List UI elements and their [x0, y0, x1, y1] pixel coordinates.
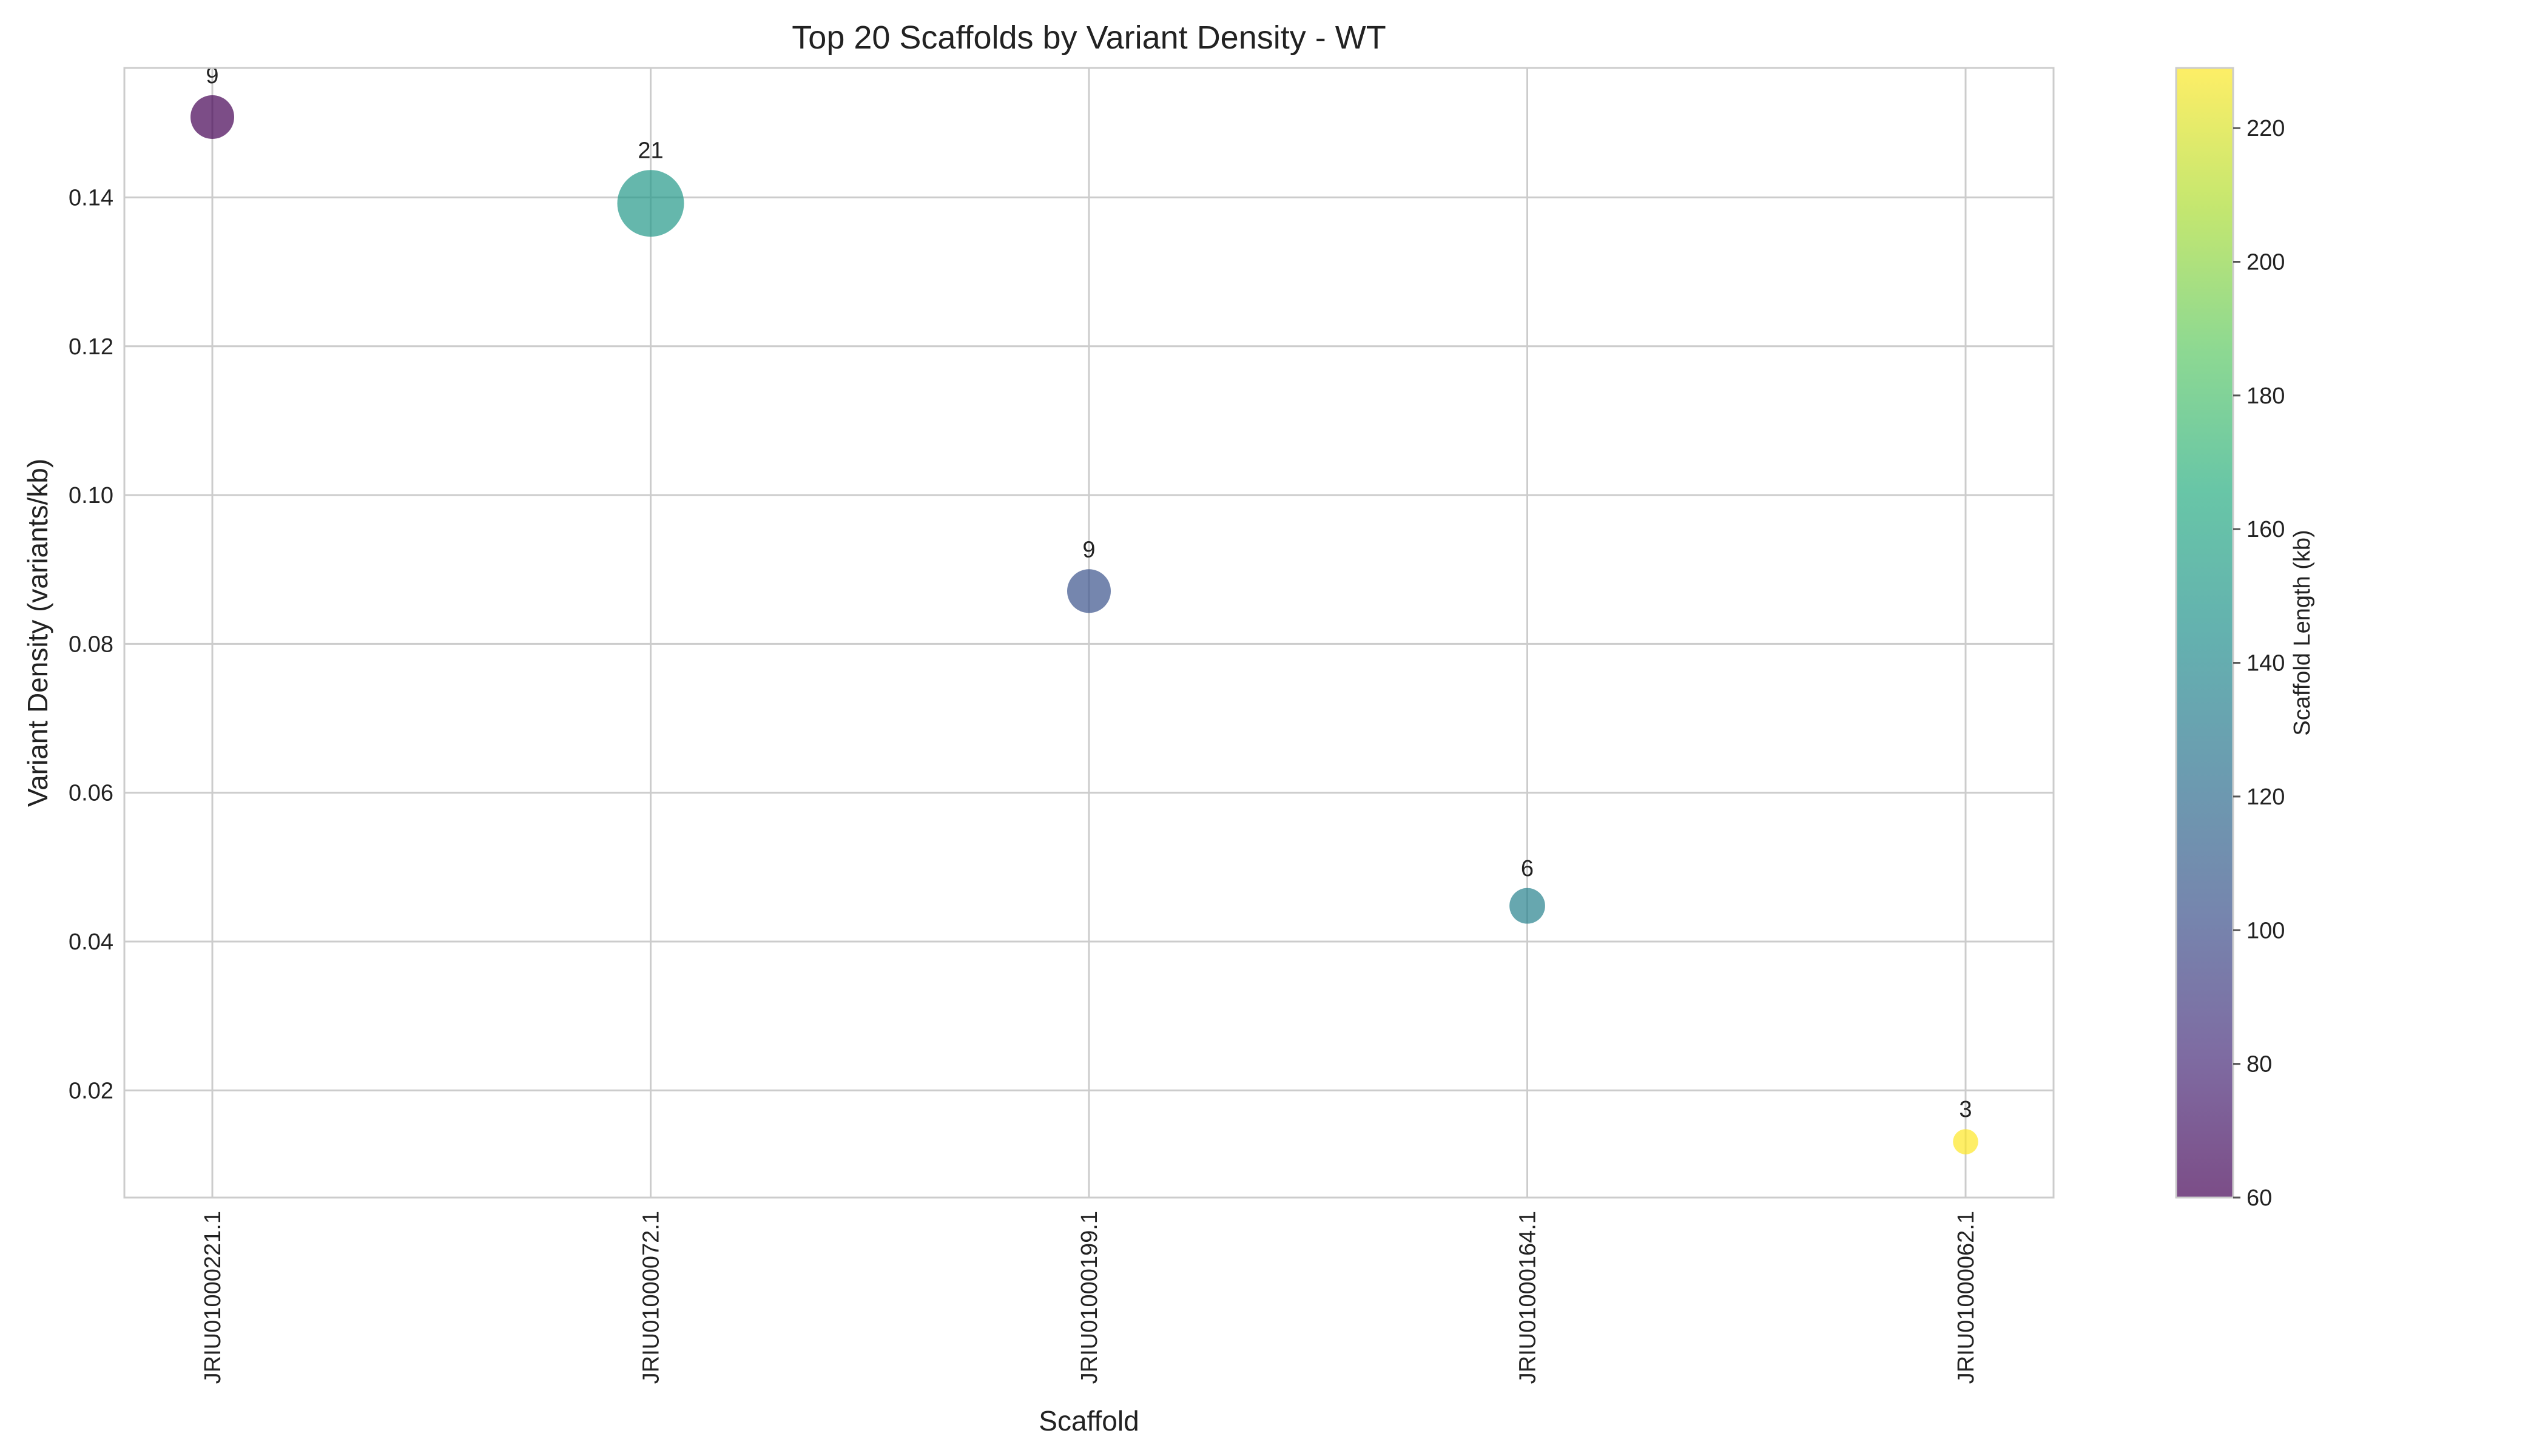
y-ticks: 0.02 0.04 0.06 0.08 0.10 0.12 0.14	[69, 185, 113, 1104]
x-tick-label: JRIU01000062.1	[1953, 1211, 1979, 1384]
colorbar-gradient	[2176, 68, 2233, 1198]
y-tick-label: 0.02	[69, 1078, 113, 1104]
colorbar-tick-label: 60	[2246, 1185, 2272, 1211]
y-tick-label: 0.14	[69, 185, 113, 211]
data-points	[190, 95, 1978, 1154]
colorbar-ticks: 60 80 100 120 140 160 180 200 220	[2233, 116, 2285, 1211]
scatter-point	[190, 95, 234, 139]
chart-title: Top 20 Scaffolds by Variant Density - WT	[792, 19, 1386, 56]
grid	[124, 68, 2054, 1198]
x-tick-label: JRIU01000072.1	[639, 1211, 664, 1384]
scatter-point	[1067, 569, 1111, 613]
y-tick-label: 0.10	[69, 483, 113, 508]
colorbar-tick-label: 80	[2246, 1052, 2272, 1077]
colorbar-tick-label: 160	[2246, 517, 2285, 542]
point-count-label: 3	[1959, 1097, 1972, 1122]
colorbar-tick-label: 220	[2246, 116, 2285, 141]
y-tick-label: 0.06	[69, 781, 113, 806]
x-tick-label: JRIU01000199.1	[1077, 1211, 1102, 1384]
scatter-point	[1953, 1129, 1978, 1154]
y-tick-label: 0.04	[69, 929, 113, 955]
point-count-label: 9	[206, 63, 218, 89]
colorbar-tick-label: 180	[2246, 383, 2285, 409]
plot-frame	[123, 67, 2055, 1199]
colorbar-tick-label: 140	[2246, 651, 2285, 676]
point-count-label: 6	[1521, 856, 1534, 881]
y-axis-label: Variant Density (variants/kb)	[22, 459, 53, 807]
point-labels: 9 21 9 6 3	[206, 63, 1972, 1122]
y-tick-label: 0.12	[69, 334, 113, 360]
x-tick-label: JRIU01000164.1	[1515, 1211, 1541, 1384]
colorbar-tick-label: 120	[2246, 784, 2285, 810]
scatter-point	[1509, 888, 1545, 924]
colorbar: 60 80 100 120 140 160 180 200 220 Scaffold Lengt…	[2175, 67, 2315, 1211]
colorbar-tick-label: 200	[2246, 250, 2285, 275]
x-tick-label: JRIU01000221.1	[200, 1211, 226, 1384]
x-axis-label: Scaffold	[1039, 1405, 1139, 1437]
point-count-label: 21	[638, 138, 663, 163]
point-count-label: 9	[1082, 537, 1095, 562]
colorbar-label: Scaffold Length (kb)	[2290, 530, 2315, 735]
colorbar-frame	[2175, 67, 2234, 1199]
colorbar-tick-label: 100	[2246, 918, 2285, 943]
scatter-point	[617, 170, 684, 237]
x-ticks: JRIU01000221.1 JRIU01000072.1 JRIU01000199…	[200, 1211, 1979, 1384]
y-tick-label: 0.08	[69, 632, 113, 657]
